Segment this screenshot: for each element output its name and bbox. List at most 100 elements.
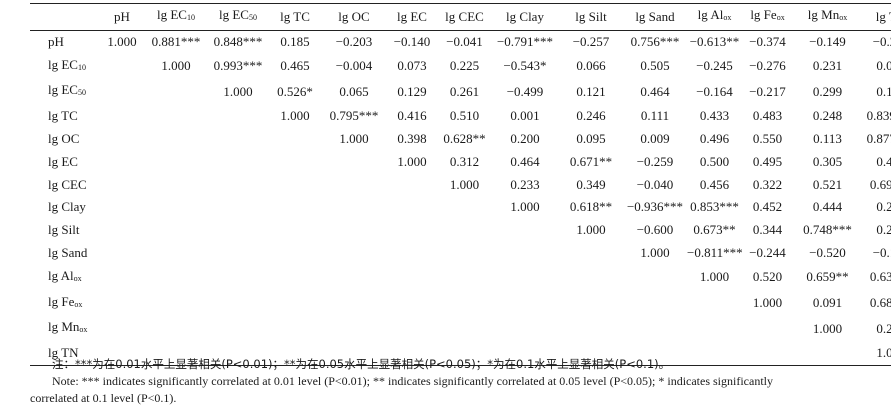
label-subscript: ox xyxy=(839,13,848,22)
correlation-cell xyxy=(144,291,208,317)
correlation-cell: 1.000 xyxy=(223,83,253,99)
label-base: lg TN xyxy=(48,345,79,361)
correlation-cell xyxy=(268,219,322,242)
correlation-cell: −0.040 xyxy=(636,176,674,192)
correlation-cell: 1.000 xyxy=(510,199,540,215)
label-base: lg EC xyxy=(48,82,78,98)
correlation-cell xyxy=(100,54,144,80)
correlation-cell: 0.628** xyxy=(443,130,486,146)
correlation-cell: 0.698** xyxy=(869,176,891,192)
correlation-cell: 1.000 xyxy=(449,176,480,192)
label-subscript: 50 xyxy=(77,88,86,98)
row-label: lg EC10 xyxy=(30,54,100,80)
correlation-cell: 0.091 xyxy=(812,295,843,311)
correlation-cell xyxy=(559,316,623,342)
row-label: pH xyxy=(30,30,100,53)
correlation-cell: −0.613** xyxy=(689,33,740,49)
label-base: lg Fe xyxy=(48,293,75,309)
column-header-lg-clay: lg Clay xyxy=(491,4,559,31)
correlation-cell: 0.398 xyxy=(397,130,427,146)
correlation-cell: 0.106 xyxy=(876,83,891,99)
correlation-cell xyxy=(386,174,438,197)
correlation-cell xyxy=(144,79,208,105)
correlation-cell xyxy=(144,196,208,219)
correlation-cell: 0.121 xyxy=(576,83,606,99)
correlation-cell xyxy=(687,316,742,342)
correlation-cell xyxy=(208,105,268,128)
column-header-ph: pH xyxy=(100,4,144,31)
row-label: lg EC xyxy=(30,151,100,174)
correlation-cell xyxy=(491,316,559,342)
correlation-cell xyxy=(208,196,268,219)
correlation-cell xyxy=(559,291,623,317)
correlation-cell xyxy=(438,265,491,291)
correlation-cell: 0.065 xyxy=(339,83,369,99)
label-base: lg Clay xyxy=(48,199,86,215)
correlation-cell xyxy=(322,291,386,317)
correlation-cell: 0.001 xyxy=(510,108,540,124)
correlation-cell: 0.405 xyxy=(876,153,891,169)
correlation-cell: 0.416 xyxy=(397,108,427,124)
correlation-cell xyxy=(559,242,623,265)
correlation-cell xyxy=(100,196,144,219)
correlation-cell xyxy=(208,219,268,242)
label-base: lg Al xyxy=(48,267,74,283)
label-subscript: ox xyxy=(74,299,83,309)
label-base: lg OC xyxy=(338,8,370,24)
table-row: lg Clay 1.000 0.618** −0.936*** 0.853*** 0.45… xyxy=(30,196,891,219)
correlation-cell: 0.113 xyxy=(813,130,842,146)
note-english-line1: Note: *** indicates significantly correl… xyxy=(52,374,774,388)
correlation-cell xyxy=(100,316,144,342)
correlation-cell: 0.066 xyxy=(576,58,606,74)
correlation-cell: 0.285 xyxy=(876,199,891,215)
table-row: lg OC 1.000 0.398 0.628** 0.200 0.095 0.009 0.4… xyxy=(30,128,891,151)
correlation-cell: 0.312 xyxy=(449,153,480,169)
column-header-lg-sand: lg Sand xyxy=(623,4,687,31)
label-base: lg Mn xyxy=(807,7,840,22)
row-label: lg CEC xyxy=(30,174,100,197)
label-base: lg Sand xyxy=(635,8,675,24)
correlation-cell: 0.881*** xyxy=(151,33,201,49)
correlation-cell xyxy=(623,265,687,291)
correlation-cell xyxy=(438,196,491,219)
correlation-cell: 1.000 xyxy=(107,33,137,49)
correlation-cell: −0.811*** xyxy=(687,244,743,260)
note-english-line2: correlated at 0.1 level (P<0.1). xyxy=(30,391,177,405)
correlation-cell xyxy=(144,316,208,342)
correlation-cell: 0.848*** xyxy=(213,33,263,49)
correlation-cell: 0.505 xyxy=(640,58,670,74)
correlation-cell xyxy=(208,174,268,197)
correlation-cell: 0.748*** xyxy=(803,222,852,238)
correlation-cell: 0.520 xyxy=(752,269,783,285)
correlation-cell xyxy=(438,219,491,242)
row-label: lg Clay xyxy=(30,196,100,219)
correlation-cell: 0.993*** xyxy=(213,58,263,74)
correlation-cell: 0.444 xyxy=(812,199,843,215)
correlation-cell xyxy=(386,219,438,242)
label-base: lg CEC xyxy=(445,8,484,24)
correlation-cell: −0.164 xyxy=(696,83,733,99)
correlation-cell: −0.600 xyxy=(636,222,674,238)
row-label: lg TN xyxy=(30,342,100,365)
column-header-lg-ec-50: lg EC50 xyxy=(208,4,268,31)
correlation-cell: 0.200 xyxy=(510,130,540,146)
correlation-cell xyxy=(322,174,386,197)
correlation-cell: 0.495 xyxy=(752,153,783,169)
correlation-cell xyxy=(208,151,268,174)
label-subscript: ox xyxy=(776,13,785,22)
correlation-cell: 0.521 xyxy=(812,176,843,192)
correlation-cell: 1.000 xyxy=(876,345,891,361)
row-label: lg Feox xyxy=(30,291,100,317)
correlation-cell xyxy=(386,316,438,342)
correlation-cell xyxy=(268,151,322,174)
correlation-cell xyxy=(438,291,491,317)
row-label: lg Sand xyxy=(30,242,100,265)
correlation-cell xyxy=(268,242,322,265)
column-header-lg-al-ox: lg Alox xyxy=(687,4,742,31)
correlation-cell: −0.791*** xyxy=(496,33,554,49)
column-header-lg-tc: lg TC xyxy=(268,4,322,31)
correlation-cell xyxy=(100,151,144,174)
correlation-cell: −0.203 xyxy=(335,33,373,49)
correlation-cell: −0.140 xyxy=(393,33,431,49)
correlation-cell: −0.004 xyxy=(335,58,373,74)
